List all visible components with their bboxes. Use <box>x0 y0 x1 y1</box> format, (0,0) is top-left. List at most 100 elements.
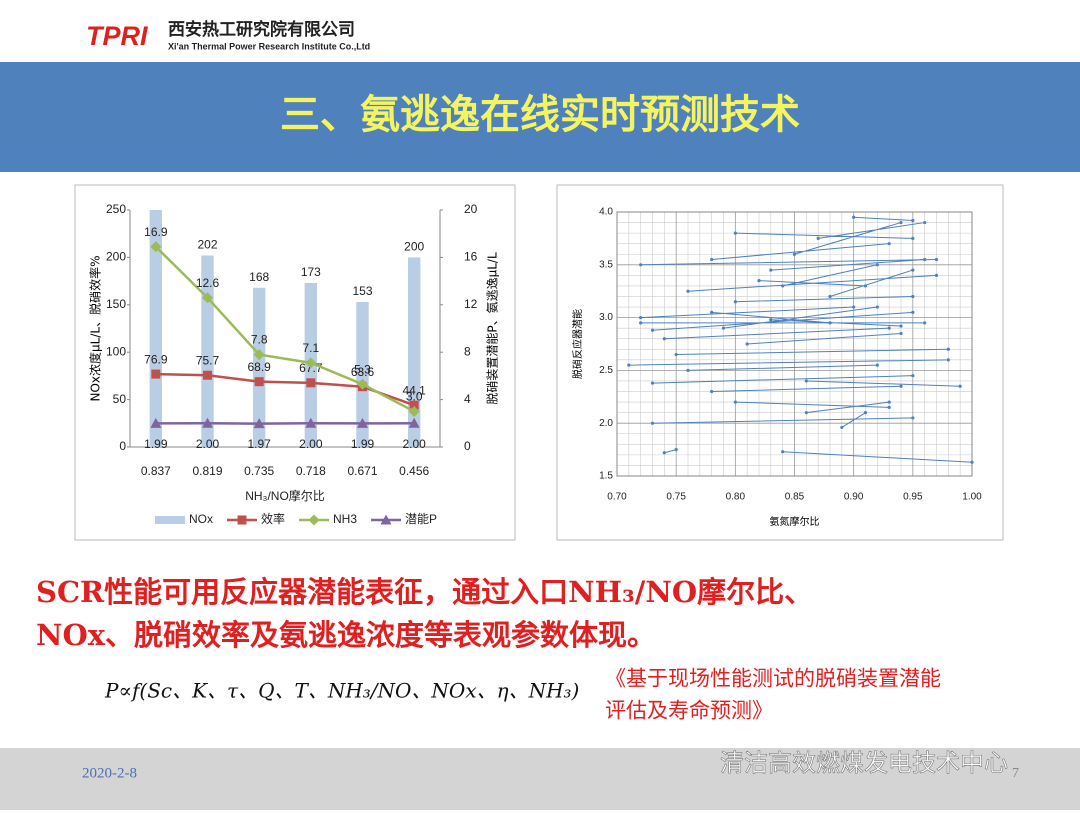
y2-tick-label: 12 <box>464 297 478 311</box>
legend-label: NH3 <box>333 512 357 526</box>
point <box>793 253 796 256</box>
point <box>734 400 737 403</box>
y2-tick-label: 16 <box>464 250 478 264</box>
x-tick-label: 0.75 <box>666 492 686 503</box>
y-tick-label: 200 <box>106 250 126 264</box>
point <box>639 316 642 319</box>
x-tick-label: 0.819 <box>192 464 222 478</box>
data-label: 2.00 <box>299 437 323 451</box>
y-tick-label: 2.5 <box>599 365 613 376</box>
x-tick-label: 0.735 <box>244 464 274 478</box>
point <box>840 426 843 429</box>
y-tick-label: 50 <box>113 392 127 406</box>
watermark: 清洁高效燃煤发电技术中心 <box>720 749 1008 777</box>
marker <box>255 377 264 386</box>
reference: 评估及寿命预测》 <box>605 699 773 723</box>
body-line: NOx、脱硝效率及氨逃逸浓度等表观参数体现。 <box>36 618 656 652</box>
point <box>663 451 666 454</box>
data-label: 16.9 <box>144 225 168 239</box>
point <box>935 274 938 277</box>
point <box>781 450 784 453</box>
y-tick-label: 0 <box>119 439 126 453</box>
x-tick-label: 0.837 <box>141 464 171 478</box>
point <box>899 385 902 388</box>
y2-tick-label: 4 <box>464 392 471 406</box>
x-tick-label: 0.70 <box>607 492 627 503</box>
point <box>959 385 962 388</box>
y-tick-label: 4.0 <box>599 207 613 218</box>
logo: TPRI <box>86 21 148 51</box>
point <box>899 332 902 335</box>
formula: P∝f(Sc、K、τ、Q、T、NH₃/NO、NOx、η、NH₃) <box>104 679 579 703</box>
point <box>734 300 737 303</box>
point <box>852 216 855 219</box>
footer-date: 2020-2-8 <box>82 765 137 781</box>
point <box>888 327 891 330</box>
y2-axis-title: 脱硝装置潜能P、氨逃逸μL/L <box>485 252 500 405</box>
point <box>911 237 914 240</box>
point <box>746 342 749 345</box>
point <box>923 221 926 224</box>
body-line: SCR性能可用反应器潜能表征，通过入口NH₃/NO摩尔比、 <box>36 575 813 609</box>
point <box>828 321 831 324</box>
legend-swatch <box>155 516 185 524</box>
data-label: 12.6 <box>196 276 220 290</box>
point <box>781 284 784 287</box>
point <box>769 268 772 271</box>
x-tick-label: 0.85 <box>785 492 805 503</box>
point <box>710 311 713 314</box>
page-number: 7 <box>1012 766 1019 781</box>
point <box>888 400 891 403</box>
y-tick-label: 3.5 <box>599 259 613 270</box>
legend-label: 潜能P <box>405 512 437 526</box>
slide-title: 三、氨逃逸在线实时预测技术 <box>280 91 800 138</box>
point <box>899 324 902 327</box>
legend-label: 效率 <box>261 511 285 526</box>
data-label: 3.0 <box>406 390 423 404</box>
reference: 《基于现场性能测试的脱硝装置潜能 <box>605 667 941 691</box>
y-axis-title: 脱硝反应器潜能 <box>571 309 584 379</box>
data-label: 76.9 <box>144 352 168 366</box>
point <box>864 411 867 414</box>
y-tick-label: 3.0 <box>599 312 613 323</box>
y2-tick-label: 20 <box>464 202 478 216</box>
point <box>923 258 926 261</box>
point <box>911 295 914 298</box>
point <box>710 258 713 261</box>
point <box>911 374 914 377</box>
point <box>876 364 879 367</box>
point <box>663 337 666 340</box>
company-en: Xi'an Thermal Power Research Institute C… <box>168 41 370 51</box>
point <box>947 348 950 351</box>
data-label: 2.00 <box>196 437 220 451</box>
point <box>970 461 973 464</box>
data-label: 7.8 <box>251 333 268 347</box>
point <box>651 422 654 425</box>
point <box>769 318 772 321</box>
x-axis-title: NH₃/NO摩尔比 <box>245 488 325 503</box>
point <box>852 305 855 308</box>
point <box>686 369 689 372</box>
point <box>911 219 914 222</box>
point <box>876 305 879 308</box>
data-label: 5.3 <box>354 362 371 376</box>
point <box>639 321 642 324</box>
point <box>757 279 760 282</box>
point <box>651 329 654 332</box>
point <box>686 290 689 293</box>
point <box>805 379 808 382</box>
data-label: 2.00 <box>402 437 426 451</box>
point <box>911 416 914 419</box>
point <box>817 237 820 240</box>
point <box>911 311 914 314</box>
data-label: 75.7 <box>196 353 220 367</box>
point <box>947 358 950 361</box>
x-tick-label: 0.95 <box>903 492 923 503</box>
point <box>734 232 737 235</box>
bar-label: 200 <box>404 240 424 254</box>
point <box>627 364 630 367</box>
marker <box>203 371 212 380</box>
y-axis-title: NOx浓度μL/L、脱硝效率% <box>88 256 103 402</box>
point <box>899 221 902 224</box>
